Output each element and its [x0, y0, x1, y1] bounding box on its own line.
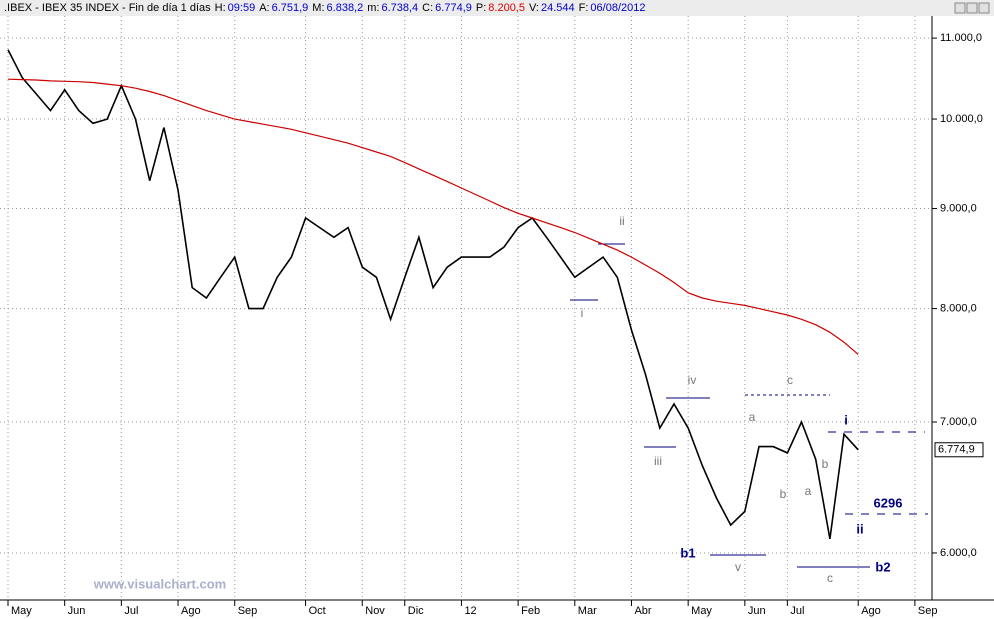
- x-tick-label: Jun: [68, 605, 86, 617]
- series-line: [7, 49, 859, 540]
- wave-label: iii: [654, 454, 662, 468]
- header-text: .IBEX - IBEX 35 INDEX - Fin de día 1 día…: [4, 2, 645, 14]
- watermark: www.visualchart.com: [93, 576, 226, 591]
- header-field-value: 6.751,9: [272, 2, 309, 14]
- header-field-label: P:: [476, 2, 486, 14]
- window-button[interactable]: [954, 2, 966, 14]
- x-tick-label: Jul: [790, 605, 804, 617]
- x-tick-label: Dic: [408, 605, 424, 617]
- wave-label: i: [844, 412, 848, 427]
- y-tick-label: 6.000,0: [940, 547, 977, 559]
- wave-label: c: [827, 571, 833, 585]
- x-tick-label: Oct: [309, 605, 326, 617]
- wave-label: v: [735, 560, 741, 574]
- y-tick-label: 7.000,0: [940, 416, 977, 428]
- wave-label: iv: [688, 373, 697, 387]
- wave-label: c: [787, 373, 793, 387]
- header-field-label: m:: [367, 2, 379, 14]
- header-field-value: 8.200,5: [488, 2, 525, 14]
- header-field-label: C:: [422, 2, 433, 14]
- header-bar: [0, 0, 994, 16]
- header-symbol: .IBEX - IBEX 35 INDEX - Fin de día 1 día…: [4, 2, 211, 14]
- x-tick-label: Abr: [634, 605, 651, 617]
- y-tick-label: 8.000,0: [940, 302, 977, 314]
- wave-label: b: [822, 457, 829, 471]
- x-tick-label: May: [11, 605, 32, 617]
- y-tick-label: 9.000,0: [940, 202, 977, 214]
- wave-label: 6296: [874, 495, 903, 510]
- last-price-label: 6.774,9: [938, 444, 975, 456]
- x-tick-label: Mar: [578, 605, 597, 617]
- header-field-label: F:: [579, 2, 589, 14]
- header-field-label: V:: [529, 2, 539, 14]
- y-tick-label: 10.000,0: [940, 113, 983, 125]
- window-button[interactable]: [966, 2, 978, 14]
- x-tick-label: Feb: [521, 605, 540, 617]
- wave-label: ii: [856, 521, 863, 536]
- x-tick-label: Ago: [861, 605, 881, 617]
- x-tick-label: Sep: [918, 605, 938, 617]
- last-price-box: [934, 442, 984, 458]
- wave-label: b2: [875, 559, 890, 574]
- x-tick-label: Nov: [365, 605, 385, 617]
- header-field-label: M:: [312, 2, 324, 14]
- header-field-value: 6.774,9: [435, 2, 472, 14]
- header-field-label: A:: [259, 2, 269, 14]
- wave-label: a: [749, 410, 756, 424]
- header-field-value: 06/08/2012: [590, 2, 645, 14]
- header-field-value: 09:59: [228, 2, 256, 14]
- wave-label: a: [805, 484, 812, 498]
- wave-label: i: [581, 306, 584, 320]
- wave-label: ii: [619, 214, 624, 228]
- x-tick-label: May: [691, 605, 712, 617]
- x-tick-label: Sep: [238, 605, 258, 617]
- header-field-value: 6.738,4: [381, 2, 418, 14]
- x-tick-label: 12: [464, 605, 476, 617]
- x-tick-label: Jul: [124, 605, 138, 617]
- wave-label: b: [780, 487, 787, 501]
- y-tick-label: 11.000,0: [940, 32, 982, 44]
- header-field-label: H:: [215, 2, 226, 14]
- series-line: [7, 78, 859, 355]
- x-tick-label: Ago: [181, 605, 201, 617]
- header-field-value: 6.838,2: [327, 2, 364, 14]
- window-button[interactable]: [978, 2, 990, 14]
- header-field-value: 24.544: [541, 2, 575, 14]
- x-tick-label: Jun: [748, 605, 766, 617]
- wave-label: b1: [680, 545, 695, 560]
